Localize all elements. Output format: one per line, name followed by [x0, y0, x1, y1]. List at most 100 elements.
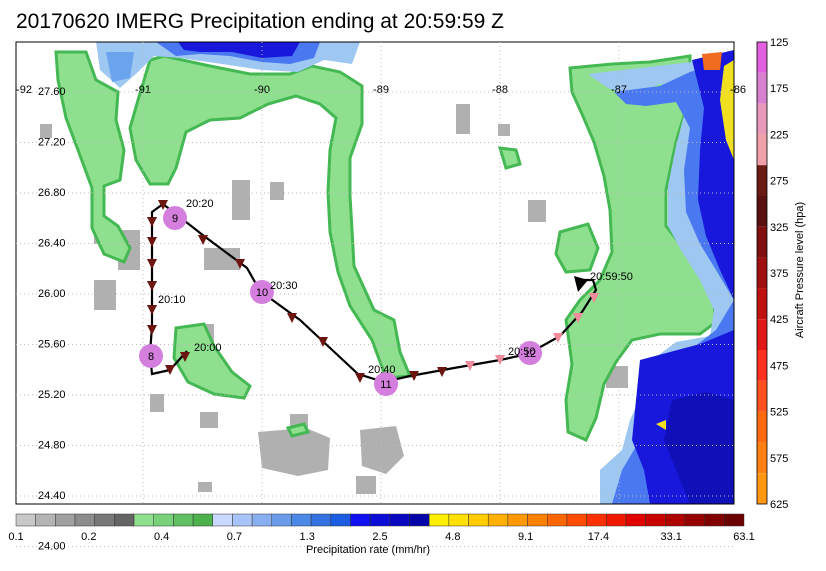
lon-label: -86: [730, 84, 746, 96]
lon-label: -89: [373, 84, 389, 96]
colorbar-tick: 17.4: [588, 531, 609, 543]
precip-colorbar: 0.1 0.2 0.4 0.7 1.3 2.5 4.8 9.1 17.4 33.1 63.1: [8, 513, 755, 543]
precip-green-areas: [54, 50, 718, 442]
waypoint-12: 12: [518, 341, 542, 365]
pressure-swatch: [757, 319, 767, 350]
track-marker: [437, 367, 447, 377]
waypoint-10-label: 10: [256, 287, 268, 299]
waypoint-11: 11: [374, 372, 398, 396]
pressure-tick: 275: [770, 176, 788, 188]
lon-label: -87: [611, 84, 627, 96]
colorbar-tick: 2.5: [372, 531, 387, 543]
track-marker: [573, 313, 583, 323]
colorbar-swatch: [586, 513, 607, 527]
track-marker: [147, 237, 157, 247]
colorbar-swatch: [133, 513, 154, 527]
colorbar-swatch: [448, 513, 469, 527]
colorbar-swatch: [310, 513, 332, 527]
colorbar-tick: 0.2: [81, 531, 96, 543]
colorbar-swatch: [212, 513, 233, 527]
track-marker: [495, 355, 505, 365]
pressure-swatch: [757, 196, 767, 227]
waypoint-8-label: 8: [148, 351, 154, 363]
colorbar-swatch: [55, 513, 76, 527]
colorbar-swatch: [114, 513, 135, 527]
colorbar-swatch: [173, 513, 194, 527]
pressure-swatch: [757, 257, 767, 289]
graticule: -92 -91 -90 -89 -88 -87 -86 27.60 27.20 26.80 26.4…: [16, 42, 746, 553]
pressure-tick: 575: [770, 453, 788, 465]
colorbar-swatch: [192, 513, 214, 527]
colorbar-swatch: [153, 513, 174, 527]
colorbar-swatch: [389, 513, 410, 527]
lat-label: 27.60: [38, 86, 66, 98]
track-marker: [287, 313, 297, 323]
precip-field: [40, 42, 734, 504]
colorbar-swatch: [251, 513, 273, 527]
colorbar-swatch: [527, 513, 548, 527]
colorbar-swatch: [546, 513, 568, 527]
colorbar-swatch: [606, 513, 627, 527]
colorbar-tick: 4.8: [445, 531, 460, 543]
pressure-swatch: [757, 350, 767, 381]
colorbar-swatch: [409, 513, 430, 527]
track-marker: [147, 281, 157, 291]
colorbar-swatch: [704, 513, 725, 527]
pressure-swatch: [757, 103, 767, 135]
flight-track-line: [148, 202, 598, 384]
pressure-tick: 375: [770, 268, 788, 280]
colorbar-tick: 33.1: [660, 531, 681, 543]
map-frame: [15, 41, 735, 505]
waypoint-11-label: 11: [380, 379, 391, 391]
lat-label: 25.60: [38, 339, 66, 351]
colorbar-swatch: [74, 513, 95, 527]
pressure-swatch: [757, 226, 767, 258]
time-label-2000: 20:00: [194, 342, 222, 354]
lon-label: -92: [16, 84, 32, 96]
pressure-tick: 625: [770, 499, 788, 511]
colorbar-swatch: [684, 513, 705, 527]
waypoint-9: 9: [163, 206, 187, 230]
colorbar-swatch: [625, 513, 646, 527]
lat-label: 24.00: [38, 541, 66, 553]
lat-label: 26.00: [38, 288, 66, 300]
pressure-swatch: [757, 165, 767, 196]
track-marker: [147, 217, 157, 227]
lon-label: -91: [135, 84, 151, 96]
colorbar-swatch: [350, 513, 371, 527]
track-marker: [465, 361, 475, 371]
track-marker: [180, 352, 190, 362]
colorbar-swatch: [507, 513, 528, 527]
track-end-arrow: [574, 276, 588, 292]
time-label-2030: 20:30: [270, 280, 298, 292]
lat-label: 24.80: [38, 440, 66, 452]
pressure-swatch: [757, 380, 767, 412]
pressure-tick: 525: [770, 407, 788, 419]
pressure-tick: 475: [770, 360, 788, 372]
lon-label: -88: [492, 84, 508, 96]
track-marker: [158, 200, 168, 210]
colorbar-tick: 0.1: [8, 531, 23, 543]
waypoint-10: 10: [250, 280, 274, 304]
pressure-swatch: [757, 72, 767, 104]
time-label-2020: 20:20: [186, 198, 214, 210]
time-label-2040: 20:40: [368, 364, 396, 376]
track-marker: [355, 373, 365, 383]
pressure-swatch: [757, 134, 767, 166]
colorbar-tick: 1.3: [300, 531, 315, 543]
waypoint-9-label: 9: [172, 213, 178, 225]
track-marker: [165, 365, 175, 375]
waypoint-12-label: 12: [524, 348, 536, 360]
lat-label: 25.20: [38, 389, 66, 401]
precip-blue-right: [588, 50, 734, 504]
track-marker: [409, 371, 419, 381]
track-markers: [147, 200, 599, 383]
time-label-205950: 20:59:50: [590, 271, 633, 283]
colorbar-swatch: [232, 513, 253, 527]
time-label-2010: 20:10: [158, 294, 186, 306]
pressure-tick: 125: [770, 37, 788, 49]
pressure-swatch: [757, 442, 767, 474]
time-label-2050: 20:50: [508, 346, 536, 358]
pressure-swatch: [757, 473, 767, 504]
colorbar-swatch: [645, 513, 666, 527]
